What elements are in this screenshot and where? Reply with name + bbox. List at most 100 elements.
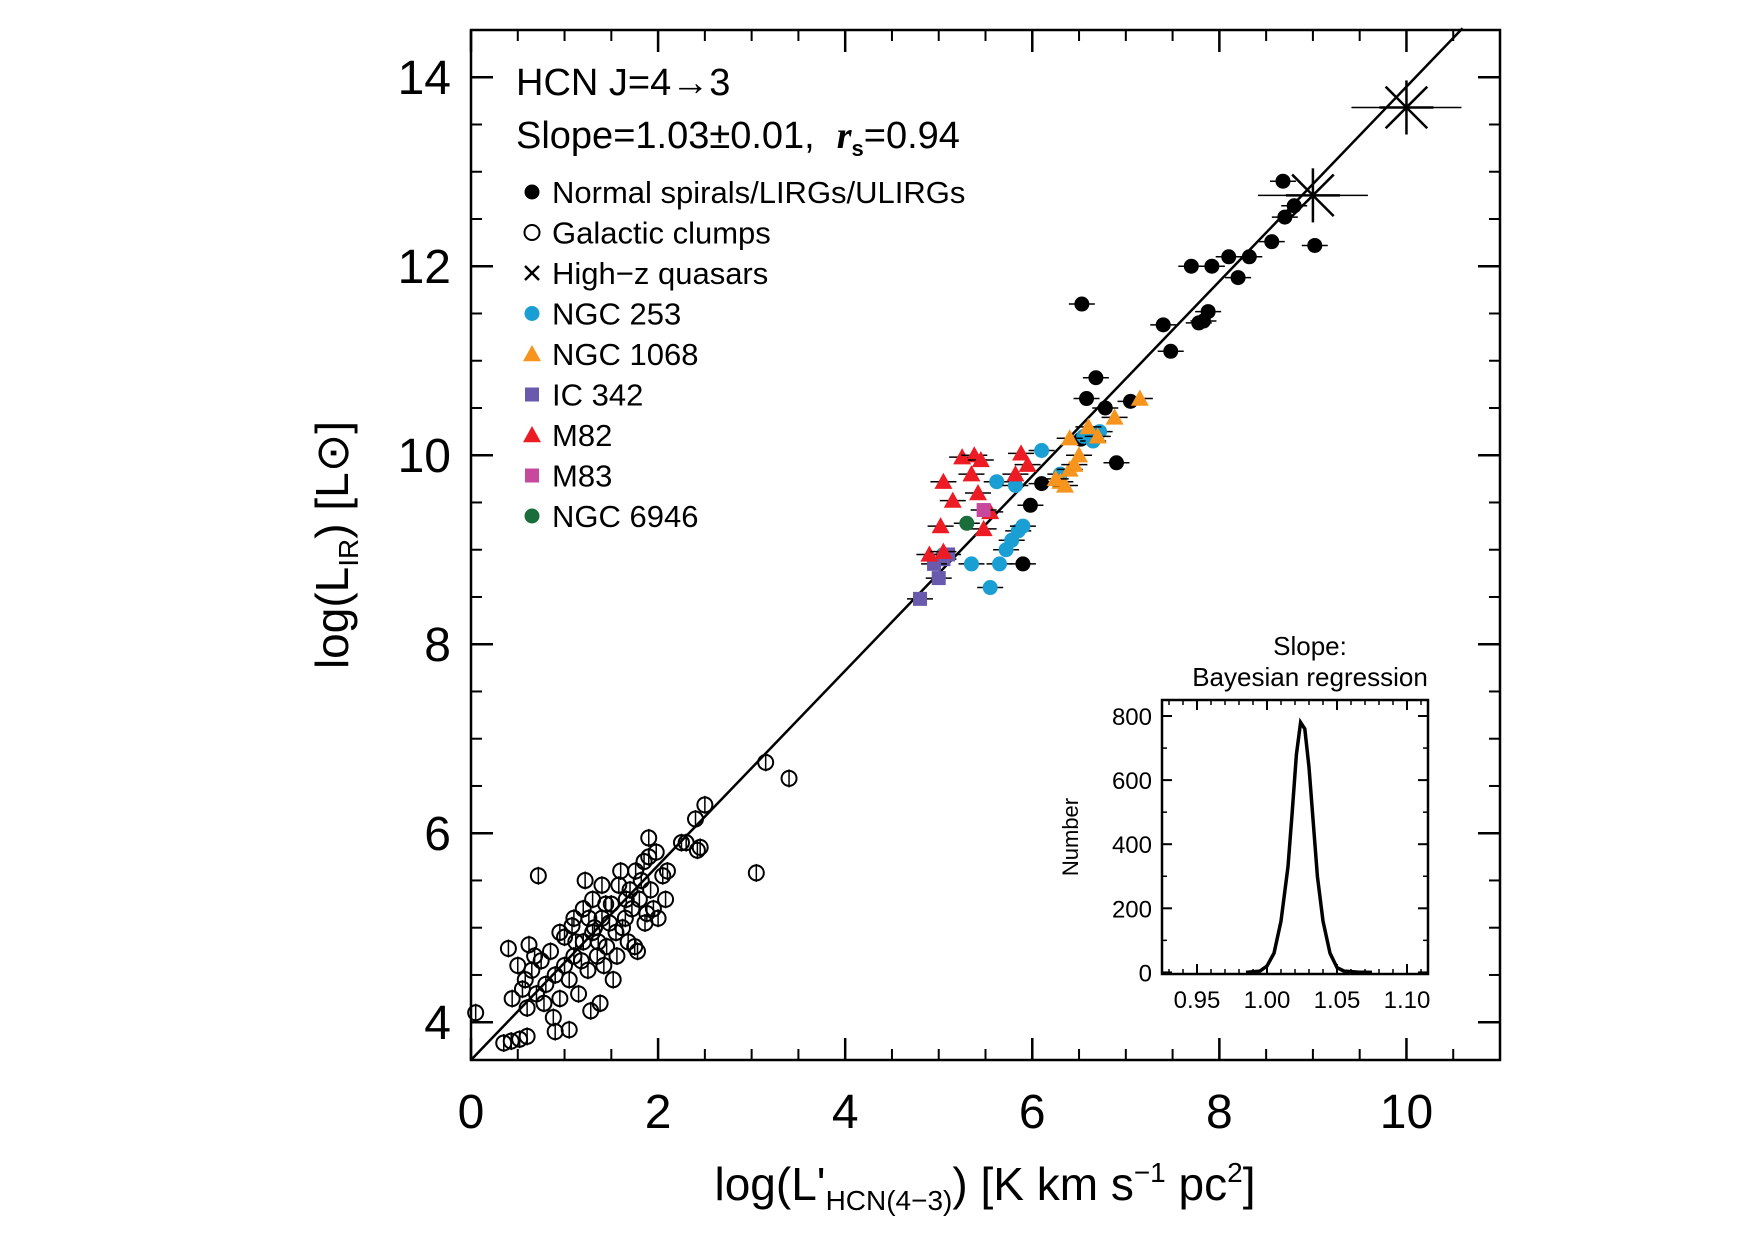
inset-x-tick-label: 0.95 — [1174, 987, 1221, 1014]
normal-spirals-lirgs-ulirgs-point — [1097, 400, 1113, 416]
galactic-clumps-point — [780, 769, 798, 787]
inset-plot: Slope: Bayesian regression 0.95 1.00 1.05 1… — [1058, 631, 1430, 1014]
galactic-clumps-point — [640, 829, 658, 847]
galactic-clumps-point — [572, 952, 590, 970]
normal-spirals-lirgs-ulirgs-point — [1307, 237, 1323, 253]
inset-tick-labels: 0.95 1.00 1.05 1.10 0 200 400 600 800 — [1112, 704, 1430, 1014]
galactic-clumps-point — [602, 895, 620, 913]
ngc-253-point — [992, 556, 1008, 572]
inset-y-axis-label: Number — [1058, 798, 1083, 876]
galactic-clumps-point — [604, 971, 622, 989]
legend-high-z-quasars-marker — [524, 265, 540, 281]
galactic-clumps-point — [638, 905, 656, 923]
y-tick-label: 8 — [424, 619, 451, 672]
galactic-clumps-point — [570, 985, 588, 1003]
galactic-clumps-point — [632, 871, 650, 889]
legend-ngc-253-label: NGC 253 — [552, 297, 681, 332]
ngc-253-point — [989, 474, 1005, 490]
galactic-clumps-point — [535, 994, 553, 1012]
galactic-clumps-point — [621, 881, 639, 899]
inset-x-tick-label: 1.00 — [1244, 987, 1291, 1014]
normal-spirals-lirgs-ulirgs-point — [1015, 556, 1031, 572]
ngc-1068-point — [1079, 417, 1098, 435]
legend-m83-marker — [525, 468, 539, 483]
x-tick-label: 4 — [832, 1086, 859, 1139]
high-z-quasars-point — [1285, 168, 1340, 223]
x-tick-label: 8 — [1206, 1086, 1233, 1139]
normal-spirals-lirgs-ulirgs-point — [1275, 173, 1291, 189]
m82-point — [931, 517, 950, 534]
galactic-clumps-point — [502, 1032, 520, 1050]
ngc-1068-point — [1088, 427, 1107, 444]
galactic-clumps-point — [619, 933, 637, 951]
inset-subtitle: Bayesian regression — [1192, 662, 1428, 692]
y-tick-label: 6 — [424, 808, 451, 861]
high-z-quasars-point — [1379, 80, 1434, 135]
galactic-clumps-point — [642, 881, 660, 899]
ngc-1068-point — [1070, 446, 1089, 463]
m83-point — [976, 503, 991, 518]
ngc-1068-point — [1130, 389, 1149, 406]
legend-ic-342-marker — [525, 387, 539, 402]
ngc-253-point — [963, 556, 979, 572]
ngc-253-point — [1015, 518, 1031, 534]
main-tick-labels: 0 2 4 6 8 10 4 6 8 10 12 14 — [398, 52, 1434, 1139]
y-tick-label: 10 — [398, 430, 451, 483]
legend-normal-spirals-lirgs-ulirgs-label: Normal spirals/LIRGs/ULIRGs — [552, 175, 965, 210]
fit-annotation: Slope=1.03±0.01, rs=0.94 — [516, 115, 960, 161]
galactic-clumps-point — [580, 909, 598, 927]
inset-x-tick-label: 1.10 — [1384, 987, 1431, 1014]
galactic-clumps-point — [551, 990, 569, 1008]
m82-point — [943, 491, 962, 508]
galactic-clumps-point — [617, 890, 635, 908]
normal-spirals-lirgs-ulirgs-point — [1163, 343, 1179, 359]
inset-histogram-curve — [1245, 717, 1373, 975]
m82-point — [969, 484, 988, 501]
legend-high-z-quasars-label: High−z quasars — [552, 256, 768, 291]
galactic-clumps-point — [640, 848, 658, 866]
galactic-clumps-point — [696, 796, 714, 814]
normal-spirals-lirgs-ulirgs-point — [1264, 234, 1280, 250]
galactic-clumps-point — [518, 999, 536, 1017]
legend-galactic-clumps-label: Galactic clumps — [552, 216, 771, 251]
galactic-clumps-point — [560, 971, 578, 989]
galactic-clumps-point — [608, 947, 626, 965]
ngc-253-point — [1034, 443, 1050, 459]
normal-spirals-lirgs-ulirgs-point — [1277, 209, 1293, 225]
m82-point — [974, 519, 993, 537]
normal-spirals-lirgs-ulirgs-point — [1022, 497, 1038, 513]
galactic-clumps-point — [610, 876, 628, 894]
inset-y-tick-label: 600 — [1112, 768, 1152, 795]
galactic-clumps-point — [503, 990, 521, 1008]
m82-point — [1012, 444, 1031, 461]
galactic-clumps-point — [467, 1004, 485, 1022]
x-tick-label: 6 — [1019, 1086, 1046, 1139]
normal-spirals-lirgs-ulirgs-point — [1155, 317, 1171, 333]
galactic-clumps-point — [658, 862, 676, 880]
galactic-clumps-point — [542, 942, 560, 960]
normal-spirals-lirgs-ulirgs-point — [1088, 370, 1104, 386]
legend-galactic-clumps-marker — [523, 224, 541, 241]
galactic-clumps-point — [591, 994, 609, 1012]
main-ticks — [469, 29, 1501, 1060]
galactic-clumps-point — [598, 938, 616, 956]
inset-frame — [1160, 698, 1430, 976]
legend-m83-label: M83 — [552, 459, 612, 494]
normal-spirals-lirgs-ulirgs-point — [1183, 258, 1199, 274]
legend-ngc-6946-marker — [524, 508, 540, 524]
legend: Normal spirals/LIRGs/ULIRGs Galactic clum… — [523, 175, 965, 534]
normal-spirals-lirgs-ulirgs-point — [1221, 249, 1237, 265]
normal-spirals-lirgs-ulirgs-point — [1074, 296, 1090, 312]
x-axis-label: log(L'HCN(4−3)) [K km s−1 pc2] — [714, 1157, 1255, 1216]
ngc-1068-point — [1060, 429, 1079, 446]
x-tick-label: 10 — [1380, 1086, 1433, 1139]
m82-point — [1006, 465, 1025, 482]
m82-point — [971, 450, 990, 468]
ic-342-point — [913, 591, 928, 606]
galactic-clumps-point — [687, 810, 705, 828]
galactic-clumps-point — [672, 834, 690, 852]
galactic-clumps-point — [627, 862, 645, 880]
legend-ngc-1068-label: NGC 1068 — [552, 337, 698, 372]
inset-ticks — [1162, 700, 1428, 974]
